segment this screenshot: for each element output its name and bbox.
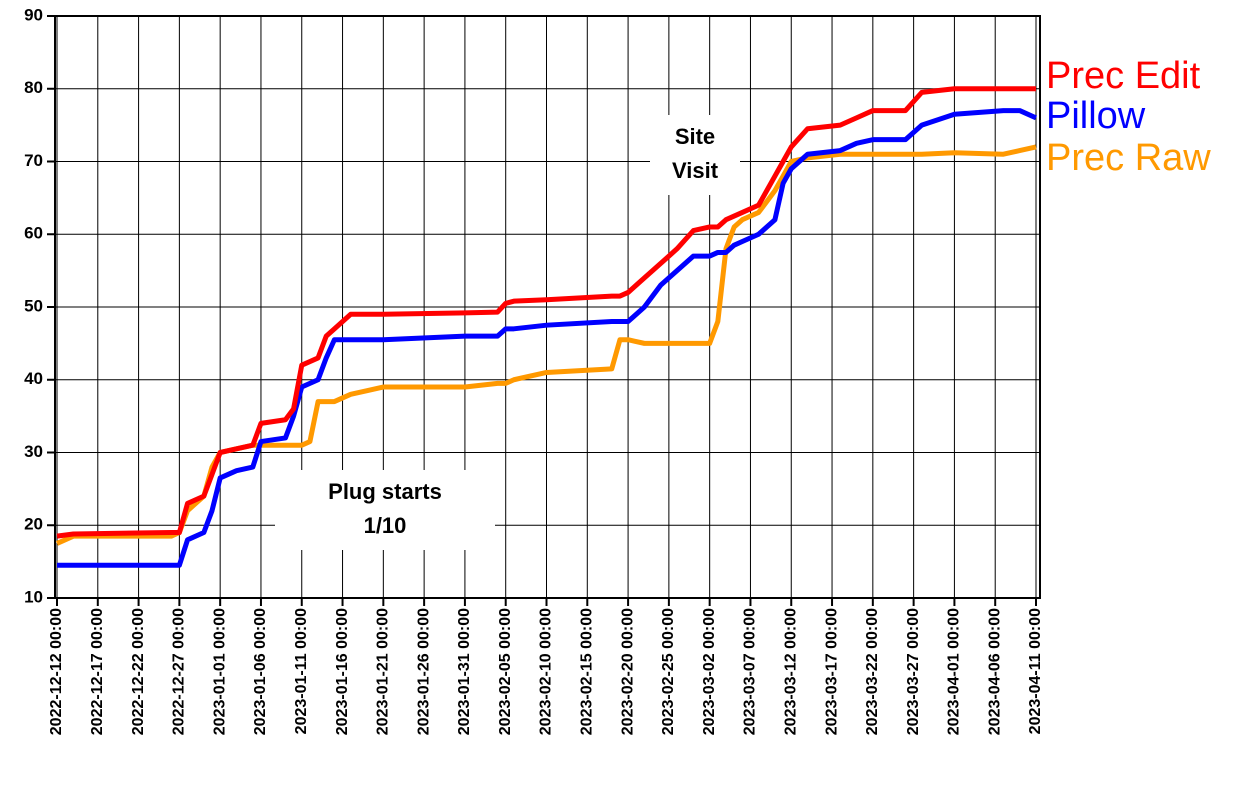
x-tick-label: 2023-01-01 00:00 <box>211 608 228 735</box>
x-tick-label: 2022-12-17 00:00 <box>89 608 106 735</box>
series-line <box>56 86 1036 539</box>
y-tick-label: 80 <box>24 78 43 97</box>
x-tick-label: 2023-03-02 00:00 <box>701 608 718 735</box>
y-tick-label: 40 <box>24 369 43 388</box>
x-tick-label: 2023-02-05 00:00 <box>497 608 514 735</box>
annotation: Site <box>675 124 715 149</box>
annotation-box <box>275 470 495 550</box>
annotation: 1/10 <box>364 513 407 538</box>
x-tick-label: 2023-03-07 00:00 <box>742 608 759 735</box>
x-tick-label: 2022-12-12 00:00 <box>48 608 65 735</box>
y-tick-label: 10 <box>24 587 43 606</box>
x-tick-label: 2023-01-31 00:00 <box>456 608 473 735</box>
x-tick-label: 2022-12-27 00:00 <box>171 608 188 735</box>
x-tick-label: 2023-02-20 00:00 <box>619 608 636 735</box>
y-tick-label: 70 <box>24 151 43 170</box>
x-tick-label: 2023-02-25 00:00 <box>660 608 677 735</box>
x-tick-label: 2023-01-06 00:00 <box>252 608 269 735</box>
x-tick-label: 2023-02-10 00:00 <box>538 608 555 735</box>
x-tick-label: 2023-02-15 00:00 <box>579 608 596 735</box>
y-tick-label: 30 <box>24 442 43 461</box>
legend-label: Pillow <box>1046 95 1146 137</box>
legend-label: Prec Raw <box>1046 137 1211 179</box>
annotation: Plug starts <box>328 479 442 504</box>
x-tick-label: 2023-01-16 00:00 <box>334 608 351 735</box>
x-tick-label: 2023-04-11 00:00 <box>1027 608 1044 734</box>
x-tick-label: 2023-03-27 00:00 <box>905 608 922 735</box>
y-tick-label: 90 <box>24 5 43 24</box>
x-tick-label: 2023-03-17 00:00 <box>823 608 840 735</box>
x-tick-label: 2023-03-22 00:00 <box>864 608 881 735</box>
x-tick-label: 2023-04-01 00:00 <box>946 608 963 735</box>
x-tick-label: 2023-01-11 00:00 <box>293 608 310 734</box>
x-tick-label: 2023-04-06 00:00 <box>986 608 1003 735</box>
x-tick-label: 2023-01-26 00:00 <box>415 608 432 735</box>
legend-label: Prec Edit <box>1046 55 1201 97</box>
y-tick-label: 60 <box>24 224 43 243</box>
annotation: Visit <box>672 158 719 183</box>
y-tick-label: 20 <box>24 515 43 534</box>
series-line <box>57 108 1038 568</box>
y-tick-label: 50 <box>24 296 43 315</box>
x-tick-label: 2023-01-21 00:00 <box>375 608 392 735</box>
x-tick-label: 2023-03-12 00:00 <box>782 608 799 735</box>
annotation-box <box>650 115 740 195</box>
x-tick-label: 2022-12-22 00:00 <box>130 608 147 735</box>
